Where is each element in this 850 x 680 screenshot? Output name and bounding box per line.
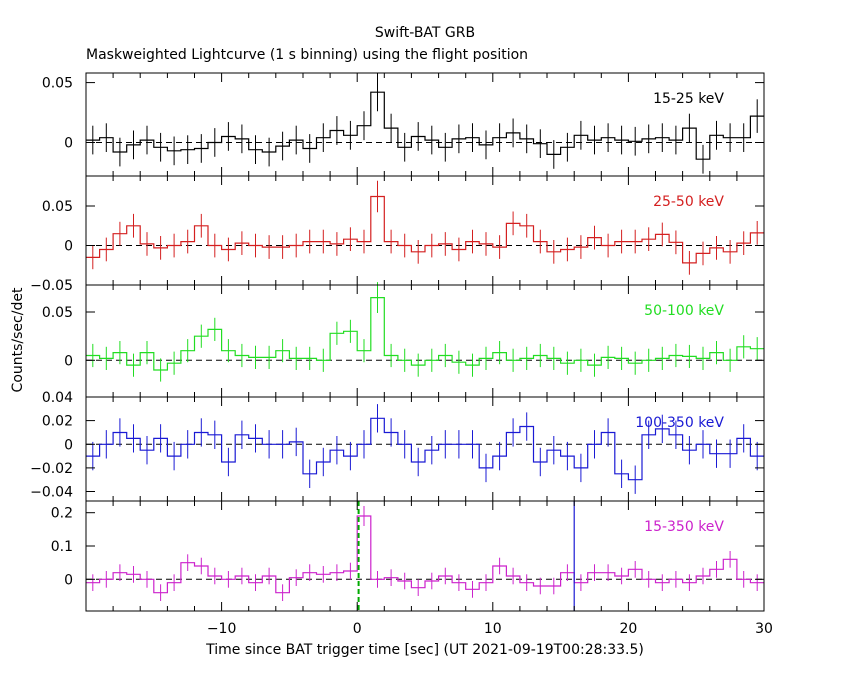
- y-tick-label: 0.05: [42, 305, 73, 321]
- y-axis-label: Counts/sec/det: [10, 287, 26, 392]
- y-tick-label: 0.04: [42, 390, 73, 406]
- x-axis-label: Time since BAT trigger time [sec] (UT 20…: [205, 642, 644, 658]
- panel-3: 0.05 0 50-100 keV: [42, 282, 765, 398]
- panel-5: 0.2 0.1 0 15-350 keV: [51, 500, 765, 612]
- panel-frame: [85, 500, 765, 612]
- y-tick-label: −0.02: [30, 461, 73, 477]
- energy-band-label: 100-350 keV: [635, 415, 724, 431]
- y-tick-label: −0.04: [30, 485, 73, 501]
- panel-2: 0.05 0 −0.05 25-50 keV: [30, 175, 765, 294]
- energy-band-label: 25-50 keV: [653, 194, 724, 210]
- y-tick-label: 0: [64, 353, 73, 369]
- y-tick-label: −0.05: [30, 278, 73, 294]
- panel-1: 0.05 0 15-25 keV: [42, 72, 765, 177]
- series-step-line: [86, 91, 764, 160]
- x-tick-label: −10: [207, 621, 237, 637]
- energy-band-label: 15-350 keV: [644, 519, 724, 535]
- y-tick-label: 0.05: [42, 199, 73, 215]
- y-tick-label: 0: [64, 572, 73, 588]
- y-tick-label: 0: [64, 437, 73, 453]
- y-tick-label: 0.05: [42, 76, 73, 92]
- y-tick-label: 0.02: [42, 414, 73, 430]
- x-tick-label: 30: [755, 621, 773, 637]
- energy-band-label: 15-25 keV: [653, 91, 724, 107]
- energy-band-label: 50-100 keV: [644, 303, 724, 319]
- panel-4: 0.04 0.02 0 −0.02 −0.04 100-350 keV: [30, 390, 765, 502]
- y-tick-label: 0.2: [51, 506, 73, 522]
- x-tick-label: 20: [619, 621, 637, 637]
- panels-group: 0.05 0 15-25 keV 0.05 0 −0.05 25-50 keV 0.05 0 50…: [30, 72, 773, 637]
- series-step-line: [86, 195, 764, 264]
- y-tick-label: 0: [64, 239, 73, 255]
- figure-title: Swift-BAT GRB: [375, 25, 475, 41]
- x-tick-label: 0: [353, 621, 362, 637]
- y-tick-label: 0.1: [51, 539, 73, 555]
- x-tick-label: 10: [484, 621, 502, 637]
- y-tick-label: 0: [64, 136, 73, 152]
- figure-subtitle: Maskweighted Lightcurve (1 s binning) us…: [86, 47, 528, 63]
